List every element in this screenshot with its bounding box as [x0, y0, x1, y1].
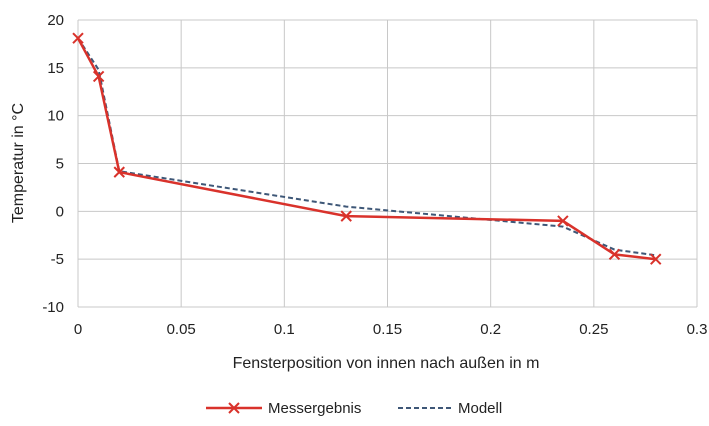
legend-label-messergebnis: Messergebnis: [268, 400, 361, 417]
tick-labels: 20 15 10 5 0 -5 -10 0 0.05 0.1 0.15 0.2 0.25 0.3: [42, 12, 707, 338]
series-layer: [72, 32, 662, 265]
x-tick-label: 0.3: [687, 321, 708, 338]
data-point-messergebnis: [608, 248, 621, 261]
legend-item-modell: Modell: [398, 400, 502, 417]
x-marker-stroke: [340, 210, 352, 222]
legend-item-messergebnis: Messergebnis: [206, 400, 361, 417]
data-point-messergebnis: [650, 253, 662, 265]
series-line-modell: [77, 37, 656, 257]
x-marker-stroke: [650, 253, 662, 265]
x-tick-label: 0.25: [579, 321, 608, 338]
series-line-messergebnis: [76, 37, 656, 261]
grid: [77, 19, 698, 308]
legend: Messergebnis Modell: [206, 400, 502, 417]
y-tick-label: 5: [56, 156, 64, 173]
x-tick-label: 0.05: [167, 321, 196, 338]
legend-label-modell: Modell: [458, 400, 502, 417]
y-tick-label: -5: [51, 251, 64, 268]
x-marker-stroke: [92, 70, 105, 83]
x-tick-label: 0.2: [480, 321, 501, 338]
y-tick-label: 0: [56, 203, 64, 220]
x-marker-stroke: [113, 166, 125, 178]
x-axis-title: Fensterposition von innen nach außen in …: [233, 355, 540, 372]
y-tick-label: 20: [47, 12, 64, 29]
x-marker-stroke: [72, 32, 84, 44]
x-tick-label: 0: [74, 321, 82, 338]
data-point-messergebnis: [92, 70, 105, 83]
legend-swatch-marker: [228, 402, 240, 414]
data-point-messergebnis: [113, 166, 125, 178]
y-axis-title: Temperatur in °C: [10, 103, 27, 223]
data-point-messergebnis: [340, 210, 352, 222]
x-tick-label: 0.15: [373, 321, 402, 338]
y-tick-label: -10: [42, 299, 64, 316]
data-point-messergebnis: [72, 32, 84, 44]
y-tick-label: 10: [47, 108, 64, 125]
y-tick-label: 15: [47, 60, 64, 77]
x-tick-label: 0.1: [274, 321, 295, 338]
x-marker-stroke: [608, 248, 621, 261]
x-marker-stroke: [557, 215, 569, 227]
data-point-messergebnis: [557, 215, 569, 227]
